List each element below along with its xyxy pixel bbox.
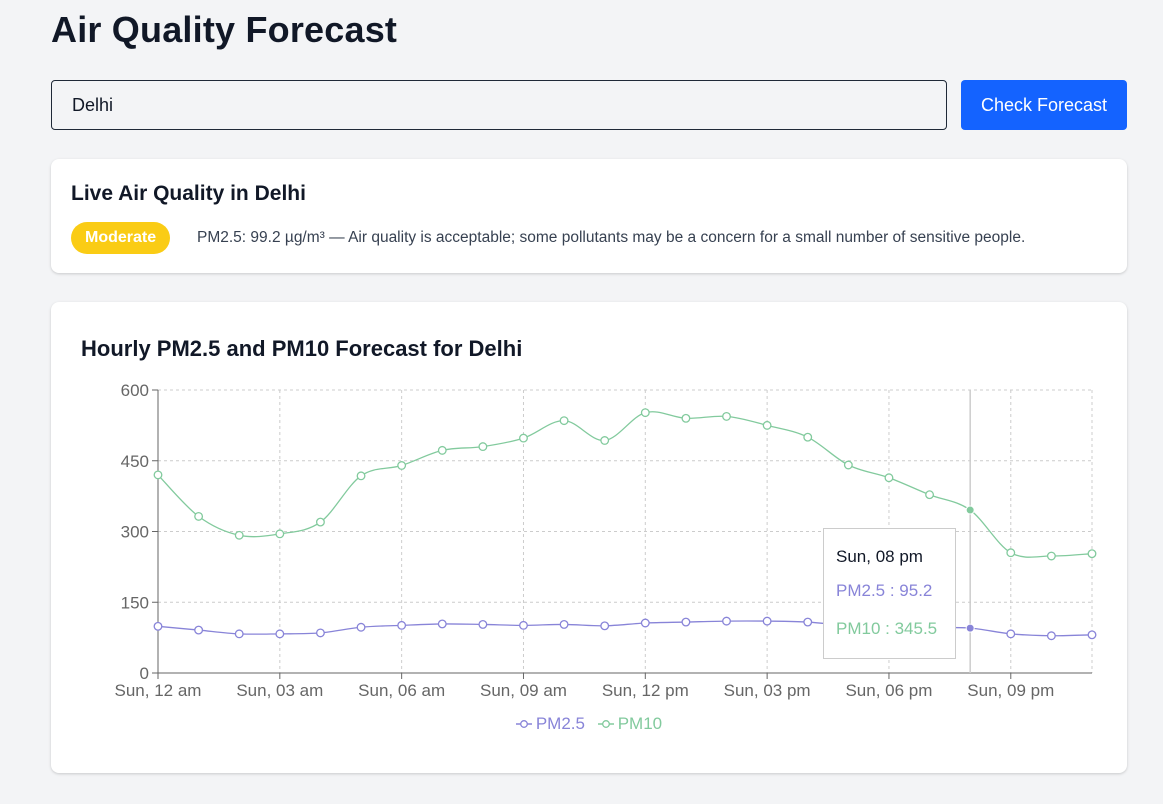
data-point-pm25 xyxy=(722,616,731,626)
data-point-pm10 xyxy=(762,420,772,430)
legend-label-pm25: PM2.5 xyxy=(535,714,585,733)
x-tick-label: Sun, 03 am xyxy=(236,681,323,700)
x-tick-label: Sun, 12 pm xyxy=(602,681,689,700)
data-point-pm10 xyxy=(681,413,691,423)
data-point-pm10 xyxy=(234,530,244,540)
data-point-pm25 xyxy=(153,621,163,631)
tooltip-time: Sun, 08 pm xyxy=(836,547,923,566)
data-point-pm10 xyxy=(843,460,853,470)
y-tick-label: 0 xyxy=(140,664,149,683)
data-point-pm10 xyxy=(640,408,650,418)
data-point-pm25 xyxy=(803,617,813,627)
line-marker-icon xyxy=(515,720,532,728)
data-point-pm10 xyxy=(1006,548,1016,558)
data-point-pm25 xyxy=(194,625,204,635)
data-point-pm10 xyxy=(356,471,366,481)
data-point-pm10 xyxy=(437,445,447,455)
x-tick-label: Sun, 06 am xyxy=(358,681,445,700)
data-point-pm25 xyxy=(681,617,691,627)
data-point-pm25 xyxy=(275,629,285,639)
data-point-pm10 xyxy=(315,517,325,527)
forecast-chart-card: Hourly PM2.5 and PM10 Forecast for Delhi… xyxy=(51,302,1127,773)
chart-title: Hourly PM2.5 and PM10 Forecast for Delhi xyxy=(81,336,523,361)
data-point-pm25 xyxy=(559,619,569,629)
data-point-pm25 xyxy=(1006,629,1016,639)
data-point-pm25 xyxy=(1046,631,1056,641)
data-point-pm10 xyxy=(722,411,731,421)
chart-legend: PM2.5 PM10 xyxy=(51,714,1127,734)
data-point-pm25 xyxy=(234,629,244,639)
y-tick-label: 150 xyxy=(121,593,149,612)
data-point-pm25 xyxy=(356,622,366,632)
data-point-pm10 xyxy=(884,473,894,483)
y-tick-label: 600 xyxy=(121,381,149,400)
data-point-pm25 xyxy=(1087,630,1097,640)
x-tick-label: Sun, 12 am xyxy=(115,681,202,700)
data-point-pm10 xyxy=(519,433,528,443)
data-point-pm10 xyxy=(397,461,407,470)
forecast-line-chart[interactable]: 0 150 300 450 600 Sun, 12 am Sun, 03 am Sun, 06… xyxy=(51,302,1127,773)
data-point-pm25 xyxy=(397,620,407,630)
data-point-pm25 xyxy=(478,619,488,629)
data-point-pm10 xyxy=(153,470,163,480)
y-tick-label: 300 xyxy=(121,523,149,542)
x-tick-label: Sun, 09 pm xyxy=(967,681,1054,700)
tooltip-pm10: PM10 : 345.5 xyxy=(836,619,938,638)
x-tick-label: Sun, 09 am xyxy=(480,681,567,700)
data-point-pm10 xyxy=(803,432,813,442)
x-tick-label: Sun, 06 pm xyxy=(845,681,932,700)
data-point-pm25 xyxy=(762,616,772,626)
line-marker-icon xyxy=(597,720,614,728)
data-point-pm25 xyxy=(315,628,325,638)
aqi-description: PM2.5: 99.2 µg/m³ — Air quality is accep… xyxy=(197,229,1026,246)
data-point-pm10 xyxy=(275,529,285,539)
active-point-pm10 xyxy=(965,505,975,515)
live-air-quality-card: Live Air Quality in Delhi Moderate PM2.5… xyxy=(51,159,1127,273)
city-input[interactable] xyxy=(51,80,947,130)
data-point-pm10 xyxy=(559,416,569,426)
data-point-pm10 xyxy=(194,511,204,521)
data-point-pm25 xyxy=(437,619,447,629)
data-point-pm25 xyxy=(640,618,650,628)
legend-item-pm25[interactable]: PM2.5 xyxy=(515,714,585,734)
data-point-pm10 xyxy=(925,490,935,500)
page-title: Air Quality Forecast xyxy=(51,9,398,50)
chart-tooltip: Sun, 08 pm PM2.5 : 95.2 PM10 : 345.5 xyxy=(823,528,956,659)
legend-label-pm10: PM10 xyxy=(617,714,663,733)
data-point-pm10 xyxy=(1087,549,1097,559)
data-point-pm25 xyxy=(600,621,610,631)
data-point-pm10 xyxy=(1046,551,1056,561)
live-title: Live Air Quality in Delhi xyxy=(71,182,306,205)
aqi-status-badge: Moderate xyxy=(71,222,171,254)
tooltip-pm25: PM2.5 : 95.2 xyxy=(836,581,933,600)
check-forecast-button[interactable]: Check Forecast xyxy=(961,80,1127,130)
y-tick-label: 450 xyxy=(121,452,149,471)
active-point-pm25 xyxy=(965,623,975,633)
legend-item-pm10[interactable]: PM10 xyxy=(597,714,663,734)
data-point-pm10 xyxy=(600,436,610,445)
search-row: Check Forecast xyxy=(51,80,1127,130)
data-point-pm10 xyxy=(478,442,488,452)
x-tick-label: Sun, 03 pm xyxy=(724,681,811,700)
data-point-pm25 xyxy=(519,620,528,630)
